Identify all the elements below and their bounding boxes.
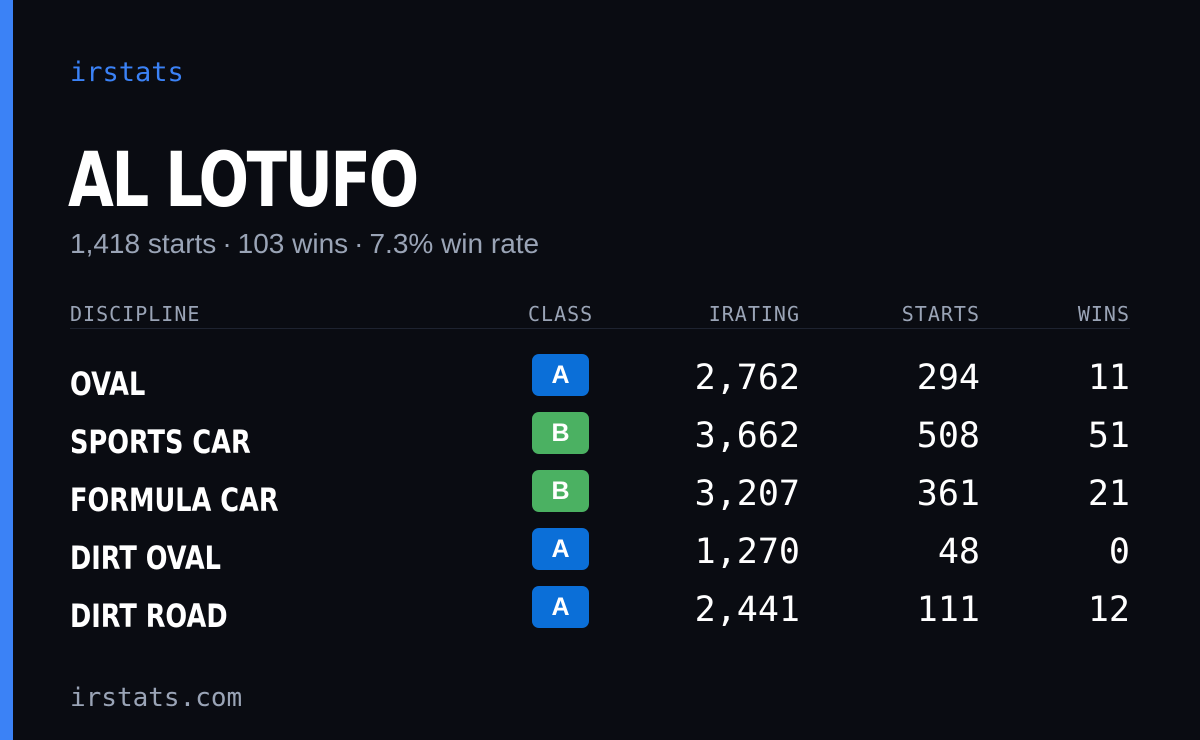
- table-row: OVAL A 2,762 294 11: [70, 348, 1130, 406]
- irating-value: 2,762: [694, 358, 800, 398]
- header-class: CLASS: [528, 302, 594, 326]
- irating-value: 3,207: [694, 474, 800, 514]
- brand-logo[interactable]: irstats: [70, 57, 184, 88]
- wins-value: 12: [1087, 590, 1130, 630]
- table-header: DISCIPLINE CLASS IRATING STARTS WINS: [70, 300, 1130, 329]
- starts-value: 111: [916, 590, 980, 630]
- table-row: DIRT OVAL A 1,270 48 0: [70, 522, 1130, 580]
- irating-value: 1,270: [694, 532, 800, 572]
- starts-value: 508: [916, 416, 980, 456]
- irating-value: 3,662: [694, 416, 800, 456]
- starts-value: 48: [937, 532, 980, 572]
- table-row: FORMULA CAR B 3,207 361 21: [70, 464, 1130, 522]
- class-badge: B: [532, 470, 589, 512]
- wins-value: 51: [1087, 416, 1130, 456]
- starts-value: 361: [916, 474, 980, 514]
- header-discipline: DISCIPLINE: [70, 302, 201, 326]
- header-starts: STARTS: [901, 302, 980, 326]
- footer-url[interactable]: irstats.com: [70, 683, 243, 713]
- wins-value: 0: [1108, 532, 1130, 572]
- class-badge: A: [532, 354, 589, 396]
- discipline-name: DIRT OVAL: [70, 539, 221, 577]
- starts-value: 294: [916, 358, 980, 398]
- wins-value: 11: [1087, 358, 1130, 398]
- table-row: DIRT ROAD A 2,441 111 12: [70, 580, 1130, 638]
- class-badge: A: [532, 586, 589, 628]
- summary-separator: ·: [354, 228, 364, 259]
- summary-wins: 103 wins: [237, 228, 349, 259]
- table-row: SPORTS CAR B 3,662 508 51: [70, 406, 1130, 464]
- header-wins: WINS: [1077, 302, 1130, 326]
- driver-name: AL LOTUFO: [68, 135, 419, 224]
- driver-summary: 1,418 starts · 103 wins · 7.3% win rate: [70, 226, 539, 262]
- accent-bar: [0, 0, 13, 740]
- irating-value: 2,441: [694, 590, 800, 630]
- discipline-name: OVAL: [70, 365, 146, 403]
- summary-separator: ·: [222, 228, 232, 259]
- discipline-table: OVAL A 2,762 294 11 SPORTS CAR B 3,662 5…: [70, 348, 1130, 638]
- wins-value: 21: [1087, 474, 1130, 514]
- header-irating: IRATING: [708, 302, 800, 326]
- class-badge: B: [532, 412, 589, 454]
- discipline-name: DIRT ROAD: [70, 597, 228, 635]
- summary-starts: 1,418 starts: [70, 228, 217, 259]
- discipline-name: FORMULA CAR: [70, 481, 279, 519]
- discipline-name: SPORTS CAR: [70, 423, 251, 461]
- class-badge: A: [532, 528, 589, 570]
- summary-win-rate: 7.3% win rate: [369, 228, 540, 259]
